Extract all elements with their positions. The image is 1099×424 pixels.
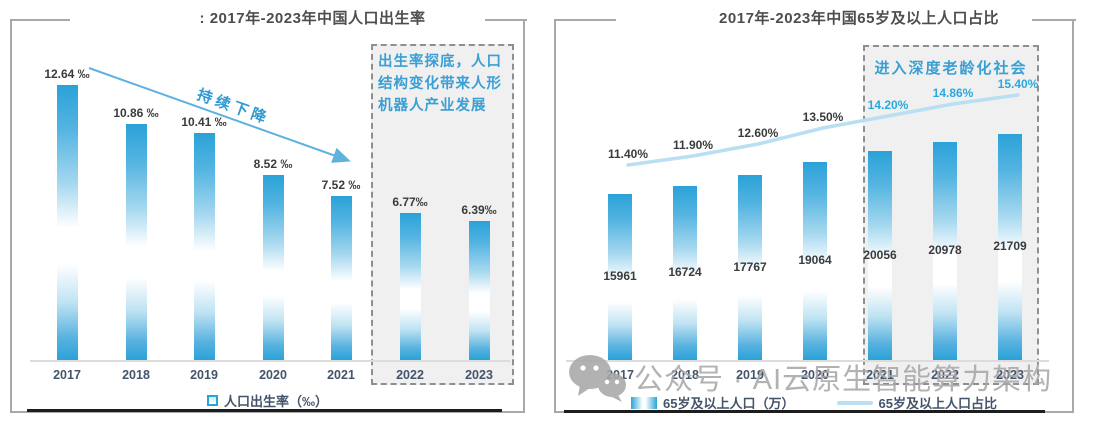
light-blue-line-icon <box>836 400 873 405</box>
x-tick-2020: 2020 <box>801 368 829 382</box>
wechat-icon <box>569 355 626 402</box>
bar-2017 <box>608 194 632 360</box>
aging-population-plot: 进入深度老龄化社会 15961 11.40% 2017 16724 11.90% 2018… <box>556 19 1072 411</box>
x-tick-2023: 2023 <box>465 368 493 382</box>
bar-value-label: 6.39‰ <box>461 203 497 217</box>
right-x-axis <box>566 360 1049 362</box>
bar-value-label: 12.64 ‰ <box>44 67 90 81</box>
bar-2020 <box>803 162 827 360</box>
birth-rate-plot: 出生率探底，人口结构变化带来人形机器人产业发展 持续下降 12.64 ‰ 2017… <box>12 19 523 411</box>
right-legend: 65岁及以上人口（万） 65岁及以上人口占比 <box>556 393 1072 412</box>
bar-2019 <box>193 133 215 360</box>
blue-square-icon <box>206 395 218 406</box>
card-top-border-right <box>1032 19 1076 21</box>
bar-value-label: 10.41 ‰ <box>181 115 227 129</box>
legend-label: 65岁及以上人口（万） <box>663 396 795 411</box>
bar-2022 <box>933 142 957 360</box>
bar-value-label: 15961 <box>603 269 637 283</box>
left-chart-title: : 2017年-2023年中国人口出生率 <box>199 10 426 27</box>
share-label: 12.60% <box>737 126 779 140</box>
legend-item-birth-rate: 人口出生率（‰） <box>206 391 328 410</box>
card-top-border-right <box>485 19 527 21</box>
x-tick-2019: 2019 <box>190 368 218 382</box>
left-card-bottom-rule <box>27 409 502 412</box>
legend-label: 人口出生率（‰） <box>223 394 328 409</box>
x-tick-2021: 2021 <box>327 368 355 382</box>
gradient-bar-icon <box>631 396 658 409</box>
birth-rate-chart-card: : 2017年-2023年中国人口出生率 出生率探底，人口结构变化带来人形机器人… <box>10 10 527 413</box>
bar-value-label: 20056 <box>863 247 897 262</box>
share-label: 15.40% <box>997 77 1039 91</box>
left-legend: 人口出生率（‰） <box>12 391 523 410</box>
share-label: 13.50% <box>802 110 844 124</box>
share-label: 11.90% <box>672 138 714 152</box>
bar-value-label: 17767 <box>733 259 767 274</box>
legend-item-share: 65岁及以上人口占比 <box>836 393 997 412</box>
bar-2018 <box>673 186 697 360</box>
x-tick-2017: 2017 <box>53 368 81 382</box>
bar-value-label: 10.86 ‰ <box>113 106 159 120</box>
x-tick-2018: 2018 <box>122 368 150 382</box>
bar-2020 <box>262 175 284 360</box>
bar-value-label: 16724 <box>668 265 702 279</box>
x-tick-2023: 2023 <box>996 368 1024 382</box>
share-label: 14.86% <box>932 86 974 100</box>
bar-2022 <box>399 213 421 360</box>
bar-2019 <box>738 175 762 360</box>
bar-2021 <box>330 196 352 360</box>
watermark: 公众号 · AI云原生智能算力架构 <box>566 352 1052 402</box>
x-tick-2022: 2022 <box>396 368 424 382</box>
bar-2017 <box>56 85 78 360</box>
bar-2021 <box>868 151 892 360</box>
bar-value-label: 19064 <box>798 253 832 267</box>
right-card-bottom-rule <box>564 410 1045 413</box>
share-label: 11.40% <box>607 147 649 161</box>
bar-2018 <box>125 124 147 360</box>
card-top-border-left <box>556 19 616 21</box>
card-top-border-left <box>12 19 70 21</box>
x-tick-2019: 2019 <box>736 368 764 382</box>
left-x-axis <box>30 360 510 362</box>
watermark-text: 公众号 · AI云原生智能算力架构 <box>634 364 1053 396</box>
decline-arrow <box>88 67 351 163</box>
bar-value-label: 6.77‰ <box>392 195 428 209</box>
aging-callout-text: 进入深度老龄化社会 <box>874 60 1028 77</box>
legend-label: 65岁及以上人口占比 <box>878 396 997 411</box>
bar-value-label: 21709 <box>993 239 1027 253</box>
birth-rate-callout-text: 出生率探底，人口结构变化带来人形机器人产业发展 <box>378 54 502 114</box>
x-tick-2022: 2022 <box>931 368 959 382</box>
share-label: 14.20% <box>867 98 909 112</box>
x-tick-2021: 2021 <box>866 368 894 382</box>
bar-2023 <box>998 134 1022 360</box>
aging-population-chart-card: 2017年-2023年中国65岁及以上人口占比 进入深度老龄化社会 15961 1… <box>554 10 1076 413</box>
legend-item-population: 65岁及以上人口（万） <box>631 393 795 412</box>
bar-value-label: 7.52 ‰ <box>321 178 361 192</box>
population-share-line <box>626 93 1020 167</box>
right-chart-title: 2017年-2023年中国65岁及以上人口占比 <box>719 10 999 27</box>
bar-2023 <box>468 221 490 360</box>
bar-value-label: 8.52 ‰ <box>253 157 293 171</box>
x-tick-2020: 2020 <box>259 368 287 382</box>
bar-value-label: 20978 <box>928 243 962 257</box>
x-tick-2018: 2018 <box>671 368 699 382</box>
highlight-box-2022-2023 <box>371 44 514 385</box>
